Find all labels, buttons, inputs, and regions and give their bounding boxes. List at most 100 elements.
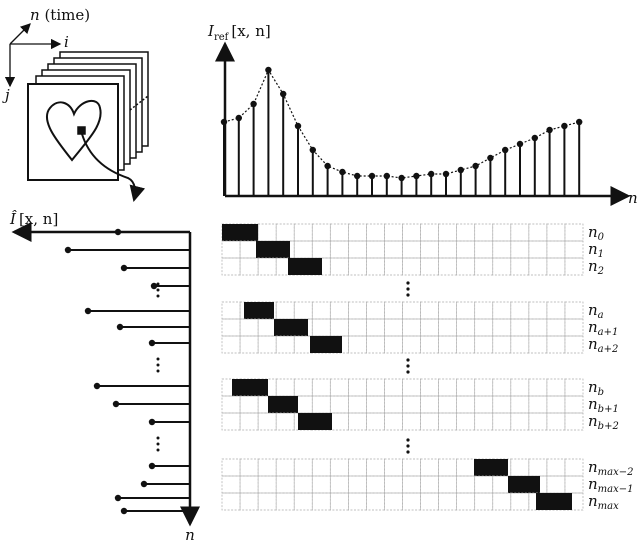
grid-cell	[493, 224, 511, 241]
grid-cell	[511, 224, 529, 241]
iref-axis-label: n	[628, 189, 638, 207]
grid-cell	[529, 258, 547, 275]
ellipsis-dot	[157, 358, 160, 361]
grid-cell	[330, 258, 348, 275]
grid-cell	[529, 224, 547, 241]
grid-cell	[475, 241, 493, 258]
stem-dot	[428, 171, 434, 177]
grid-cell	[529, 379, 547, 396]
grid-cell	[439, 241, 457, 258]
grid-cell	[366, 413, 384, 430]
h-stem-dot	[141, 481, 147, 487]
main: n	[588, 458, 598, 476]
grid-cell	[403, 476, 421, 493]
ellipsis-dot	[157, 283, 160, 286]
grid-cell	[330, 493, 348, 510]
grid-cell	[439, 459, 457, 476]
sub: b+2	[598, 421, 619, 432]
grid-cell	[529, 302, 547, 319]
sub: 0	[598, 232, 605, 243]
ellipsis-dot	[406, 370, 409, 373]
stem-dot	[443, 171, 449, 177]
grid-cell	[565, 459, 583, 476]
grid-cell	[348, 379, 366, 396]
grid-cell	[493, 302, 511, 319]
h-stem-dot	[113, 401, 119, 407]
ellipsis-dot	[406, 438, 409, 441]
grid-cell	[348, 396, 366, 413]
grid-cell	[493, 336, 511, 353]
sub: max−2	[598, 467, 634, 478]
main: n	[588, 335, 598, 353]
stem-dot	[265, 67, 271, 73]
grid-cell	[384, 379, 402, 396]
grid-cell	[348, 413, 366, 430]
var: n	[30, 6, 40, 24]
grid-cell	[348, 224, 366, 241]
grid-cell	[403, 459, 421, 476]
stem-dot	[324, 163, 330, 169]
grid-cell	[475, 336, 493, 353]
sub: a+1	[598, 327, 619, 338]
grid-cell	[258, 459, 276, 476]
grid-cell	[276, 459, 294, 476]
grid-cell	[240, 241, 258, 258]
grid-cell	[366, 396, 384, 413]
grid-cell	[312, 396, 330, 413]
selected-block	[298, 413, 332, 430]
stem-dot	[487, 155, 493, 161]
grid-cell	[565, 319, 583, 336]
grid-cell	[384, 396, 402, 413]
stem-dot	[369, 173, 375, 179]
grid-cell	[439, 413, 457, 430]
grid-cell	[258, 336, 276, 353]
h-stem-dot	[149, 419, 155, 425]
grid-cell	[511, 302, 529, 319]
grid-cell	[421, 302, 439, 319]
grid-cell	[222, 319, 240, 336]
grid-cell	[258, 493, 276, 510]
grid-cell	[403, 379, 421, 396]
grid-cell	[312, 224, 330, 241]
ellipsis-dot	[157, 437, 160, 440]
selected-block	[288, 258, 322, 275]
grid-cell	[330, 379, 348, 396]
grid-cell	[222, 459, 240, 476]
ellipsis-dot	[157, 370, 160, 373]
grid-cell	[439, 476, 457, 493]
sub: 1	[598, 249, 604, 260]
main: n	[588, 475, 598, 493]
grid-cell	[439, 336, 457, 353]
grid-cell	[493, 396, 511, 413]
grid-cell	[439, 396, 457, 413]
stem-dot	[221, 119, 227, 125]
grid-cell	[366, 241, 384, 258]
stem-dot	[413, 173, 419, 179]
grid-cell	[366, 319, 384, 336]
stem-dot	[532, 135, 538, 141]
time-axis-label: n (time)	[30, 6, 90, 24]
grid-cell	[565, 379, 583, 396]
stem-dot	[546, 127, 552, 133]
grid-cell	[312, 493, 330, 510]
grid-cell	[258, 224, 276, 241]
grid-cell	[457, 319, 475, 336]
sub: a+2	[598, 344, 619, 355]
selected-block	[222, 224, 258, 241]
grid-cell	[366, 336, 384, 353]
grid-cell	[457, 241, 475, 258]
grid-cell	[384, 413, 402, 430]
grid-cell	[276, 379, 294, 396]
grid-cell	[348, 302, 366, 319]
grid-cell	[565, 396, 583, 413]
grid-cell	[547, 476, 565, 493]
grid-cell	[421, 258, 439, 275]
grid-cell	[475, 379, 493, 396]
main: n	[588, 240, 598, 258]
ihat-stems	[65, 229, 190, 514]
stem-dot	[354, 173, 360, 179]
grid-cell	[330, 302, 348, 319]
main: n	[588, 395, 598, 413]
grid-cell	[457, 413, 475, 430]
args: [x, n]	[231, 22, 270, 40]
